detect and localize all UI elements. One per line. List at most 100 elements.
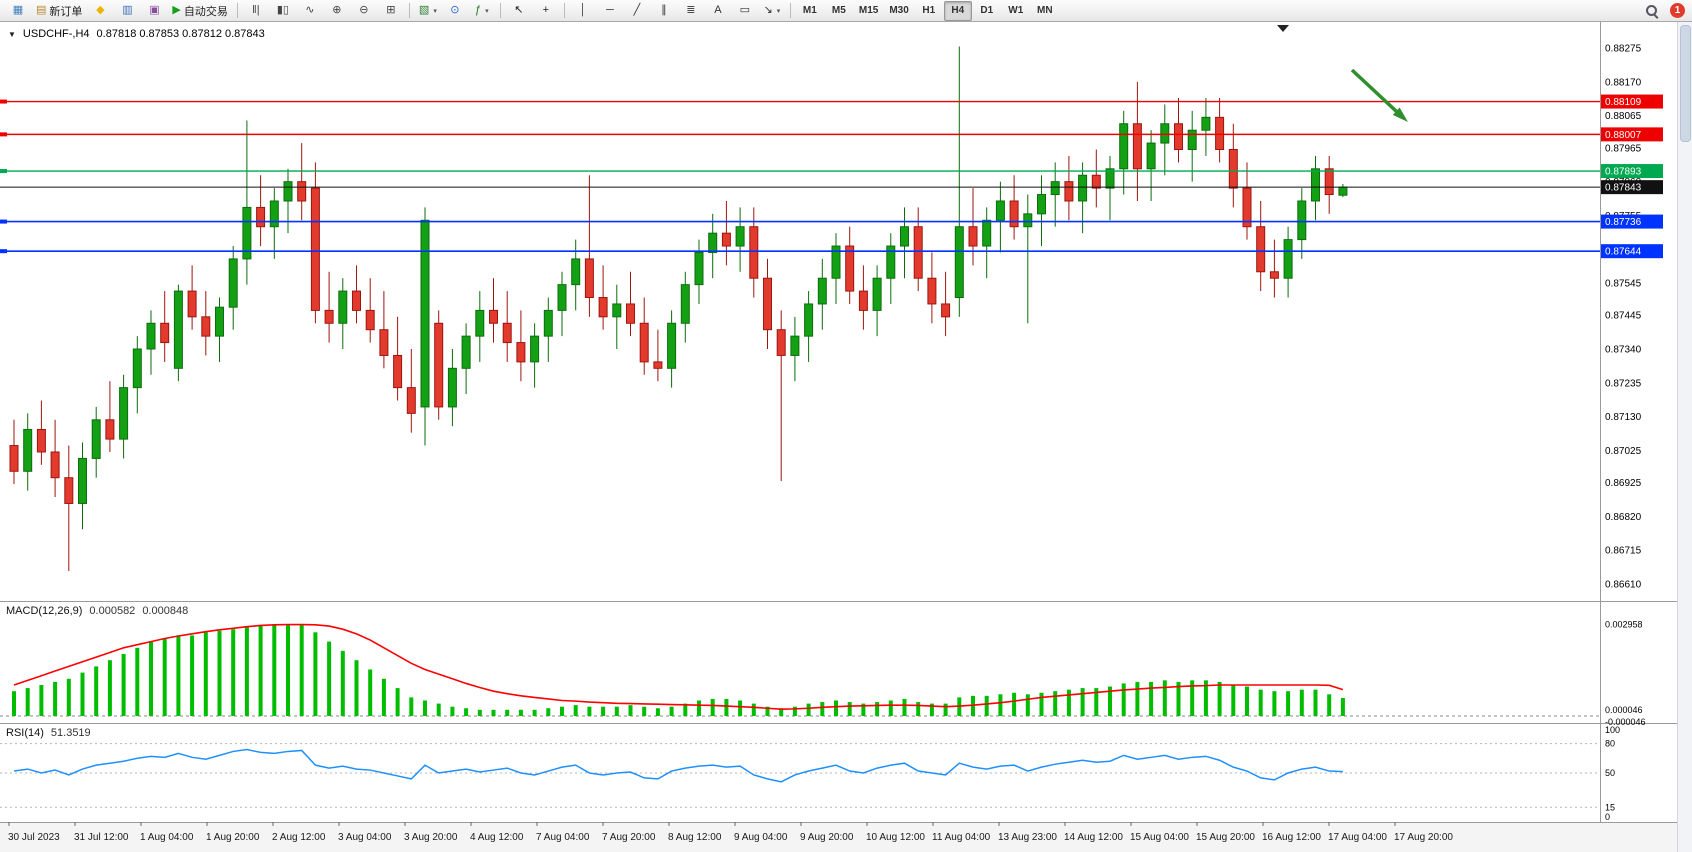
timeframe-m5[interactable]: M5 xyxy=(831,5,846,16)
macd-bar xyxy=(916,702,921,716)
arrows-button[interactable]: ↘ ▾ xyxy=(759,1,785,21)
metaeditor-button[interactable]: ◆ xyxy=(87,1,113,21)
macd-bar xyxy=(929,703,934,716)
macd-bar xyxy=(53,681,58,716)
toolbar-separator xyxy=(408,3,410,18)
candle-body xyxy=(36,428,46,453)
price-axis-label: 0.87340 xyxy=(1605,345,1642,356)
crosshair-button[interactable]: + xyxy=(533,1,559,21)
candle-body xyxy=(1311,168,1320,202)
candle-body xyxy=(1146,142,1156,170)
history-button[interactable]: ▣ xyxy=(141,1,167,21)
timeframe-d1[interactable]: D1 xyxy=(980,5,994,16)
timeframe-h4[interactable]: H4 xyxy=(943,0,972,21)
arrow-annotation[interactable] xyxy=(1350,68,1399,114)
zoom-in-icon: ⊕ xyxy=(332,4,342,16)
candle-body xyxy=(489,309,498,324)
clock-button[interactable]: ⊙ xyxy=(442,1,468,21)
candle-body xyxy=(1078,174,1088,202)
notifications-badge[interactable]: 1 xyxy=(1670,3,1685,18)
candle-body xyxy=(447,367,457,408)
channel-icon: ∥ xyxy=(661,4,667,16)
macd-bar xyxy=(532,709,537,716)
vertical-line-button[interactable]: │ xyxy=(570,1,596,21)
history-icon: ▣ xyxy=(149,4,160,16)
macd-axis-label: 0.000046 xyxy=(1605,705,1643,715)
scrollbar-thumb[interactable] xyxy=(1680,25,1691,142)
search-icon[interactable] xyxy=(1645,4,1659,18)
macd-bar xyxy=(697,700,701,716)
candle-body xyxy=(1091,174,1101,189)
timeframe-m30[interactable]: M30 xyxy=(889,5,909,16)
timeframe-w1[interactable]: W1 xyxy=(1008,5,1024,16)
chart-collapse-icon[interactable]: ▼ xyxy=(8,29,16,39)
timeframe-m1[interactable]: M1 xyxy=(802,5,817,16)
zoom-in-button[interactable]: ⊕ xyxy=(324,1,350,21)
macd-bar xyxy=(450,706,455,716)
new-window-button[interactable]: ▧ ▾ xyxy=(415,1,441,21)
price-chart[interactable]: 0.882750.881700.880650.879650.878600.877… xyxy=(0,22,1692,852)
line-chart-button[interactable]: ∿ xyxy=(297,1,323,21)
cursor-button[interactable]: ↖ xyxy=(506,1,532,21)
candle-body xyxy=(1050,181,1060,196)
symbol-period-label: USDCHF-,H4 xyxy=(22,28,90,40)
macd-bar xyxy=(354,660,359,716)
macd-bar xyxy=(943,703,948,716)
candle-body xyxy=(50,451,60,479)
fibonacci-button[interactable]: ≣ xyxy=(678,1,704,21)
macd-bar xyxy=(573,705,578,716)
candle-body xyxy=(1283,239,1293,279)
candle-body xyxy=(954,226,964,299)
chart-area[interactable]: 0.882750.881700.880650.879650.878600.877… xyxy=(0,22,1692,852)
candle-body xyxy=(379,329,389,356)
price-axis-label: 0.88065 xyxy=(1605,111,1642,122)
timeframe-mn[interactable]: MN xyxy=(1037,5,1053,16)
timeframe-m15[interactable]: M15 xyxy=(858,5,879,16)
bars-chart-button[interactable]: ‖| xyxy=(243,1,269,21)
macd-bar xyxy=(560,706,564,716)
time-axis[interactable] xyxy=(0,822,1692,852)
arrow-annotation-head[interactable] xyxy=(1392,107,1408,123)
autotrading-button[interactable]: ▶ 自动交易 xyxy=(168,1,231,21)
macd-bar xyxy=(436,703,441,716)
macd-bar xyxy=(1162,680,1167,716)
profiles-button[interactable]: ▥ xyxy=(114,1,140,21)
label-button[interactable]: ▭ xyxy=(732,1,758,21)
price-badge-label: 0.87736 xyxy=(1605,217,1642,228)
candle-body xyxy=(1324,168,1334,196)
candle-body xyxy=(475,309,485,337)
line-anchor xyxy=(0,99,7,104)
bars-chart-icon: ‖| xyxy=(252,4,260,16)
indicators-button[interactable]: ƒ ▾ xyxy=(469,1,495,21)
chart-shift-marker[interactable] xyxy=(1277,25,1289,32)
price-axis[interactable] xyxy=(1600,22,1678,822)
vertical-scrollbar[interactable] xyxy=(1677,22,1692,852)
macd-bar xyxy=(1190,680,1195,716)
new-order-button[interactable]: ▤ 新订单 xyxy=(32,1,86,21)
zoom-out-button[interactable]: ⊖ xyxy=(351,1,377,21)
candle-body xyxy=(612,303,622,318)
macd-bar xyxy=(998,694,1003,716)
dropdown-caret-icon[interactable]: ▾ xyxy=(433,7,437,15)
candle-body xyxy=(105,419,115,440)
channel-button[interactable]: ∥ xyxy=(651,1,677,21)
price-axis-label: 0.87965 xyxy=(1605,143,1642,154)
candle-body xyxy=(1215,116,1225,150)
new-chart-button[interactable]: ▦ xyxy=(5,1,31,21)
text-button[interactable]: A xyxy=(705,1,731,21)
horizontal-line-button[interactable]: ─ xyxy=(597,1,623,21)
candlestick-chart-button[interactable]: ▮▯ xyxy=(270,1,296,21)
zoom-out-icon: ⊖ xyxy=(359,4,369,16)
trendline-button[interactable]: ╱ xyxy=(624,1,650,21)
time-axis-label: 4 Aug 12:00 xyxy=(470,832,524,843)
rsi-axis-label: 0 xyxy=(1605,812,1610,822)
timeframe-h1[interactable]: H1 xyxy=(922,5,936,16)
macd-signal-line xyxy=(13,623,1344,710)
time-axis-label: 31 Jul 12:00 xyxy=(74,832,129,843)
dropdown-caret-icon[interactable]: ▾ xyxy=(485,7,489,15)
time-axis-label: 17 Aug 04:00 xyxy=(1328,832,1387,843)
macd-bar xyxy=(464,708,469,716)
dropdown-caret-icon[interactable]: ▾ xyxy=(776,7,781,15)
tile-windows-button[interactable]: ⊞ xyxy=(378,1,404,21)
macd-bar xyxy=(888,700,893,716)
